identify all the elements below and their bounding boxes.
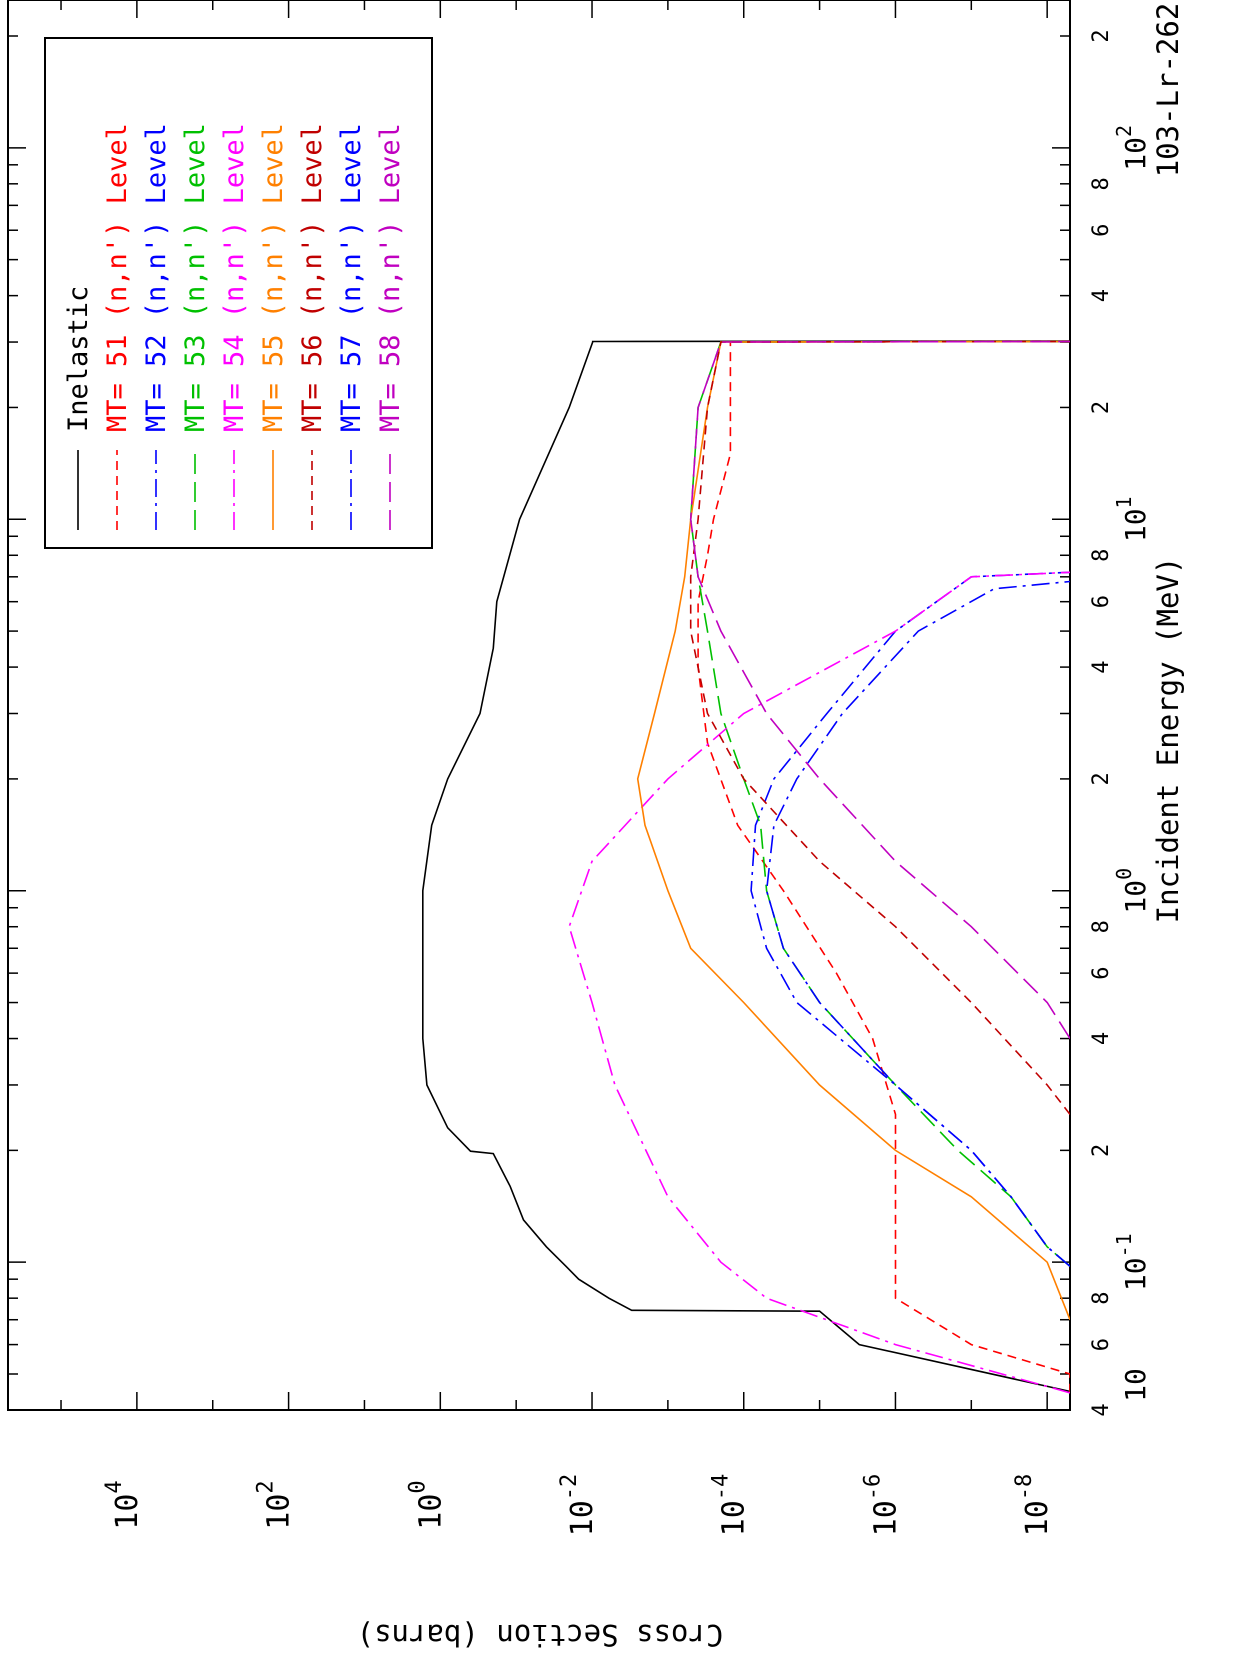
series-line-inelastic xyxy=(421,340,1070,1393)
y-tick-label: 104 xyxy=(102,1480,145,1529)
x-tick-label: 6 xyxy=(1089,224,1114,237)
x-tick-label: 4 xyxy=(1089,1032,1114,1045)
series-layer xyxy=(421,340,1070,1394)
x-tick-label: 2 xyxy=(1089,401,1114,414)
x-tick-label: 8 xyxy=(1089,549,1114,562)
series-line-mt54 xyxy=(568,571,1070,1394)
x-tick-label: 2 xyxy=(1089,29,1114,42)
x-axis-label: Incident Energy (MeV) xyxy=(1151,557,1185,924)
legend-entry: MT= 51 (n,n') Level xyxy=(102,123,133,432)
series-line-mt55 xyxy=(636,340,1070,1320)
y-tick-label: 102 xyxy=(254,1480,297,1529)
legend: Inelastic MT= 51 (n,n') Level MT= 52 (n,n'… xyxy=(44,37,433,549)
x-tick-label: 8 xyxy=(1089,1292,1114,1305)
legend-entry: Inelastic xyxy=(63,286,94,432)
series-line-mt56 xyxy=(689,340,1070,1115)
y-tick-label: 10-2 xyxy=(557,1474,600,1537)
legend-entry: MT= 54 (n,n') Level xyxy=(219,123,250,432)
legend-entry: MT= 55 (n,n') Level xyxy=(258,123,289,432)
x-tick-label: 10 xyxy=(1119,1368,1152,1402)
legend-entry: MT= 58 (n,n') Level xyxy=(375,123,406,432)
y-tick-label: 10-4 xyxy=(709,1474,752,1537)
legend-entry: MT= 52 (n,n') Level xyxy=(141,123,172,432)
plot-frame xyxy=(7,0,1071,1411)
series-line-mt51 xyxy=(697,340,1070,1393)
legend-entry: MT= 57 (n,n') Level xyxy=(336,123,367,432)
y-tick-label: 10-6 xyxy=(860,1474,903,1537)
y-axis-label: Cross Section (barns) xyxy=(357,1618,724,1652)
legend-box xyxy=(44,37,433,549)
axis-ticks xyxy=(8,0,1070,1411)
series-line-mt58 xyxy=(689,340,1070,1039)
x-tick-label: 2 xyxy=(1089,772,1114,785)
x-tick-label: 8 xyxy=(1089,177,1114,190)
series-line-mt57 xyxy=(765,580,1070,1267)
y-tick-label: 100 xyxy=(405,1480,448,1529)
x-tick-label: 10-1 xyxy=(1112,1233,1152,1291)
series-line-mt52 xyxy=(750,571,1070,1267)
y-tick-label: 10-8 xyxy=(1012,1474,1055,1537)
y-tick-labels: 10-8 10-6 10-4 10-2 100 102 104 xyxy=(102,1474,1055,1537)
x-tick-label: 6 xyxy=(1089,967,1114,980)
x-tick-label: 4 xyxy=(1089,660,1114,673)
x-tick-label: 2 xyxy=(1089,1144,1114,1157)
legend-entry: MT= 53 (n,n') Level xyxy=(180,123,211,432)
x-tick-label: 8 xyxy=(1089,920,1114,933)
series-line-mt53 xyxy=(689,340,1070,1267)
x-tick-label: 102 xyxy=(1112,125,1152,171)
x-tick-label: 4 xyxy=(1089,1403,1114,1416)
legend-items: Inelastic MT= 51 (n,n') Level MT= 52 (n,n'… xyxy=(63,123,406,530)
x-tick-label: 6 xyxy=(1089,1338,1114,1351)
chart-title: 103-Lr-262 xyxy=(1151,3,1185,178)
x-tick-label: 100 xyxy=(1112,868,1152,914)
legend-entry: MT= 56 (n,n') Level xyxy=(297,123,328,432)
x-tick-label: 101 xyxy=(1112,496,1152,542)
x-tick-label: 6 xyxy=(1089,595,1114,608)
x-tick-label: 4 xyxy=(1089,289,1114,302)
